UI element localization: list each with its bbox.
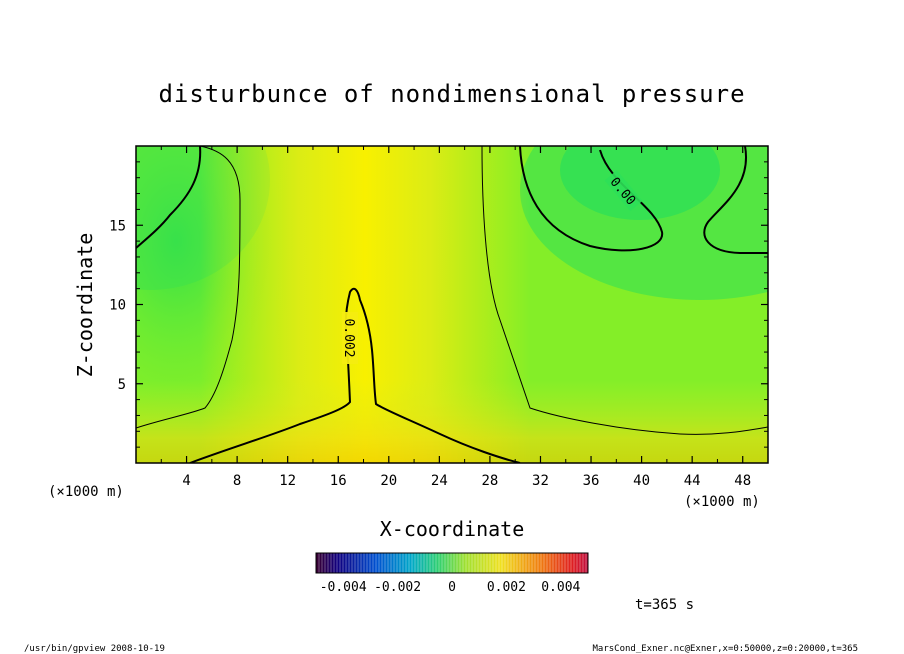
x-tick-label: 32: [532, 473, 549, 489]
x-tick-label: 12: [279, 473, 296, 489]
field-hot-spot: [136, 380, 575, 463]
x-tick-label: 4: [182, 473, 190, 489]
x-tick-label: 28: [481, 473, 498, 489]
colorbar-fill: [316, 553, 588, 573]
time-label: t=365 s: [635, 597, 694, 613]
x-unit-right: (×1000 m): [684, 494, 760, 510]
contour-label-0002: 0.002: [341, 312, 358, 364]
colorbar-tick-label: 0: [448, 580, 456, 595]
colorbar-tick-label: -0.004: [320, 580, 367, 595]
contour-line-right-edge-zero: [703, 146, 768, 254]
contour-line-left-thin: [136, 146, 241, 429]
x-tick-label: 44: [684, 473, 701, 489]
colorbar-stripes: [318, 553, 587, 573]
y-tick-label: 10: [109, 298, 126, 314]
field-green-core: [560, 146, 720, 220]
contour-line-right-thin: [481, 146, 768, 435]
chart-title: disturbunce of nondimensional pressure: [158, 80, 745, 108]
y-tick-label: 15: [109, 218, 126, 234]
x-tick-label: 36: [583, 473, 600, 489]
x-unit-left: (×1000 m): [48, 484, 124, 500]
x-tick-label: 16: [330, 473, 347, 489]
colorbar-frame: [315, 552, 589, 574]
x-tick-label: 24: [431, 473, 448, 489]
y-tick-label: 5: [118, 377, 126, 393]
footer-right: MarsCond_Exner.nc@Exner,x=0:50000,z=0:20…: [592, 644, 858, 654]
contour-line-upper-left-zero: [136, 146, 202, 249]
plot-area: [136, 146, 768, 463]
colorbar: -0.004 -0.002 0 0.002 0.004: [315, 552, 589, 595]
colorbar-tick-label: -0.002: [374, 580, 421, 595]
x-axis-ticks: 4 8 12 16 20 24 28 32 36 40 44 48: [160, 146, 751, 489]
svg-text:0.002: 0.002: [341, 318, 356, 357]
x-tick-label: 48: [734, 473, 751, 489]
y-axis-label: Z-coordinate: [73, 233, 97, 378]
colorbar-tick-labels: -0.004 -0.002 0 0.002 0.004: [320, 580, 581, 595]
x-tick-label: 40: [633, 473, 650, 489]
colorbar-tick-label: 0.002: [487, 580, 526, 595]
y-axis-ticks: 5 10 15: [109, 161, 768, 448]
x-tick-label: 20: [380, 473, 397, 489]
x-tick-label: 8: [233, 473, 241, 489]
colorbar-tick-label: 0.004: [541, 580, 580, 595]
footer-left: /usr/bin/gpview 2008-10-19: [24, 644, 165, 654]
x-axis-label: X-coordinate: [380, 517, 525, 541]
contour-line-central-plume: [189, 287, 521, 463]
